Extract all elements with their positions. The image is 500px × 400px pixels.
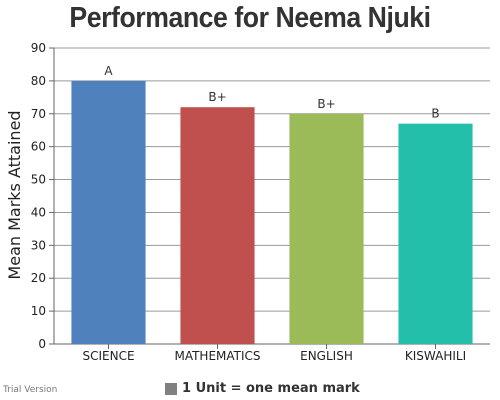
legend-swatch bbox=[165, 382, 177, 395]
bar bbox=[180, 107, 255, 344]
data-label: B bbox=[431, 107, 439, 121]
data-label: A bbox=[104, 64, 113, 78]
bar bbox=[71, 80, 146, 344]
data-label: B+ bbox=[208, 90, 226, 104]
data-label: B+ bbox=[317, 97, 335, 111]
legend: 1 Unit = one mean mark bbox=[165, 381, 360, 396]
labels: 0 10 20 30 40 50 60 70 80 90 SCIENCE A MATHEMATICS B+… bbox=[31, 41, 466, 363]
x-tick-label: SCIENCE bbox=[82, 349, 134, 363]
y-axis-label: Mean Marks Attained bbox=[5, 110, 24, 279]
y-tick-label: 90 bbox=[31, 41, 46, 55]
y-tick-label: 0 bbox=[38, 337, 46, 351]
bars bbox=[71, 80, 473, 345]
chart-title: Performance for Neema Njuki bbox=[69, 2, 431, 34]
x-tick-label: MATHEMATICS bbox=[174, 349, 260, 363]
y-tick-label: 60 bbox=[31, 140, 46, 154]
y-tick-label: 40 bbox=[31, 205, 46, 219]
bar bbox=[289, 113, 364, 345]
bar bbox=[398, 123, 473, 345]
watermark: Trial Version bbox=[3, 385, 58, 395]
y-tick-label: 80 bbox=[31, 74, 46, 88]
y-tick-label: 20 bbox=[31, 271, 46, 285]
legend-label: 1 Unit = one mean mark bbox=[182, 381, 360, 396]
y-tick-label: 10 bbox=[31, 304, 46, 318]
y-tick-label: 50 bbox=[31, 173, 46, 187]
y-tick-label: 30 bbox=[31, 238, 46, 252]
x-tick-label: ENGLISH bbox=[300, 349, 353, 363]
y-tick-label: 70 bbox=[31, 107, 46, 121]
x-tick-label: KISWAHILI bbox=[405, 349, 466, 363]
